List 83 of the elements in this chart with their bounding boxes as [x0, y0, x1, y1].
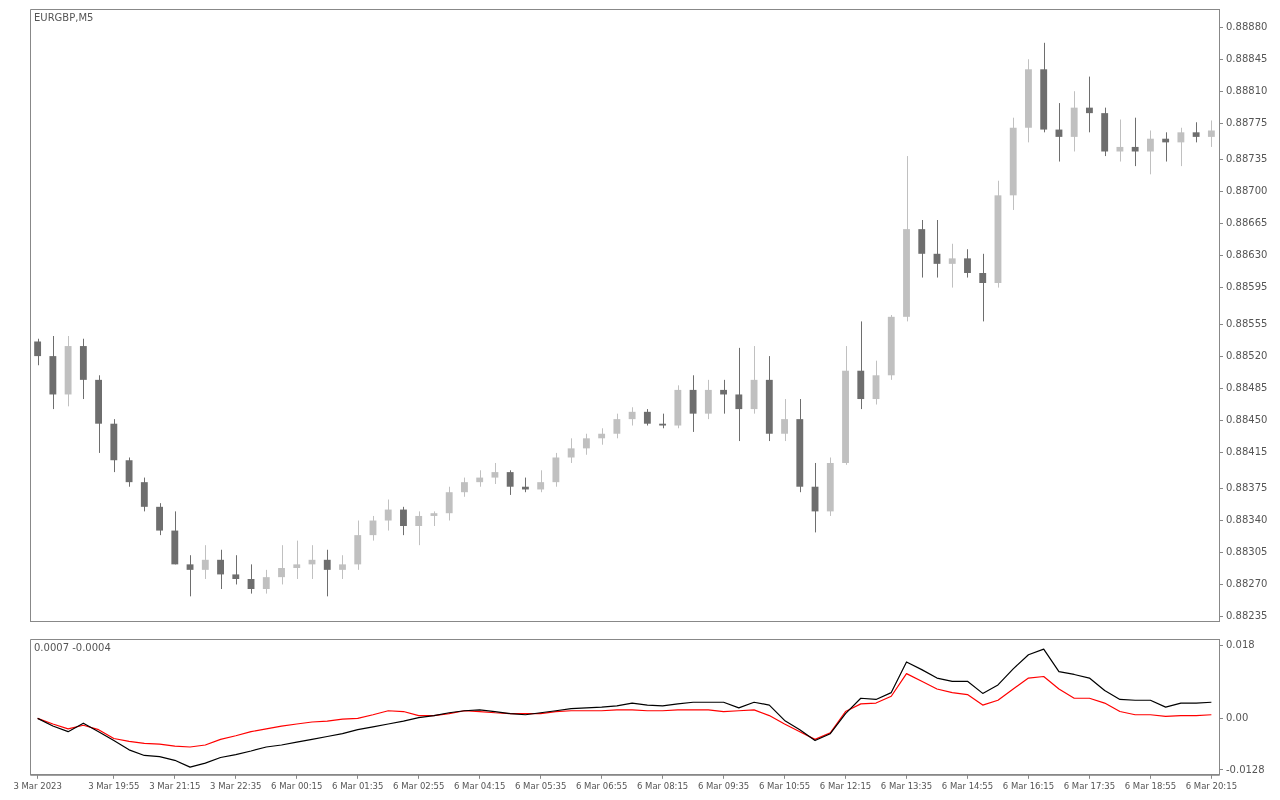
candlestick [400, 506, 407, 536]
candlestick [506, 469, 514, 496]
candlestick [1146, 129, 1154, 175]
chart-subtitle: 0.0007 -0.0004 [34, 641, 111, 653]
y-tick-label: 0.88340 [1226, 514, 1268, 526]
candlestick [735, 347, 743, 442]
y-tick-label: -0.0128 [1226, 763, 1265, 775]
candlestick [491, 462, 499, 485]
candlestick [689, 374, 697, 433]
candlestick [704, 379, 712, 420]
candlestick [34, 338, 42, 366]
y-tick-label: 0.88375 [1226, 482, 1268, 494]
x-tick-label: 6 Mar 00:15 [271, 781, 323, 792]
y-tick-label: 0.00 [1226, 711, 1249, 723]
x-tick-label: 6 Mar 20:15 [1185, 781, 1238, 792]
y-tick-label: 0.88520 [1226, 349, 1268, 361]
x-tick-label: 3 Mar 2023 [13, 781, 62, 792]
candlestick [781, 398, 788, 442]
candlestick [217, 549, 224, 590]
x-tick-label: 6 Mar 06:55 [575, 781, 628, 792]
candlestick [445, 486, 453, 522]
y-tick-label: 0.88880 [1226, 20, 1268, 32]
y-tick-label: 0.88775 [1226, 116, 1268, 128]
x-tick-label: 6 Mar 16:15 [1002, 781, 1055, 792]
y-tick-label: 0.88415 [1226, 445, 1268, 457]
x-tick-label: 6 Mar 17:35 [1063, 781, 1116, 792]
candlestick [415, 510, 423, 546]
x-tick-label: 6 Mar 08:15 [636, 781, 689, 792]
candlestick [582, 433, 590, 456]
y-tick-label: 0.88450 [1226, 413, 1268, 425]
y-tick-label: 0.88735 [1226, 153, 1268, 165]
candlestick [384, 499, 392, 532]
y-tick-label: 0.018 [1226, 639, 1255, 651]
candlestick [1131, 117, 1139, 167]
candlestick [201, 544, 209, 580]
candlestick [1086, 76, 1093, 133]
x-tick-label: 6 Mar 13:35 [880, 781, 933, 792]
x-tick-label: 6 Mar 04:15 [454, 781, 506, 792]
y-tick-label: 0.88665 [1226, 217, 1268, 229]
candlestick [567, 437, 575, 464]
candlestick [964, 248, 971, 279]
candlestick [979, 253, 987, 322]
candlestick [232, 554, 240, 585]
candlestick [1116, 119, 1124, 163]
candlestick [278, 544, 285, 585]
candlestick [156, 502, 163, 536]
candlestick [537, 469, 545, 493]
candlestick [1177, 127, 1185, 167]
candlestick [613, 413, 621, 439]
chart-title: EURGBP,M5 [34, 11, 94, 23]
candlestick [186, 554, 194, 597]
candlestick [262, 569, 270, 595]
candlestick [323, 549, 331, 597]
candlestick [461, 477, 468, 498]
y-tick-label: 0.88700 [1226, 185, 1268, 197]
y-tick-label: 0.88845 [1226, 52, 1268, 64]
candlestick [1192, 121, 1200, 143]
x-tick-label: 6 Mar 02:55 [393, 781, 445, 792]
y-tick-label: 0.88595 [1226, 281, 1268, 293]
y-tick-label: 0.88305 [1226, 546, 1268, 558]
candlestick [125, 457, 133, 488]
x-tick-label: 6 Mar 12:15 [819, 781, 872, 792]
x-tick-label: 3 Mar 21:15 [149, 781, 201, 792]
candlestick [293, 540, 301, 580]
candlestick [1207, 119, 1215, 148]
x-tick-label: 3 Mar 22:35 [210, 781, 262, 792]
y-tick-label: 0.88485 [1226, 381, 1268, 393]
candlestick [339, 554, 346, 580]
x-tick-label: 6 Mar 10:55 [758, 781, 811, 792]
y-tick-label: 0.88555 [1226, 317, 1268, 329]
x-tick-label: 6 Mar 18:55 [1124, 781, 1177, 792]
y-tick-label: 0.88270 [1226, 578, 1268, 590]
y-tick-label: 0.88235 [1226, 610, 1268, 622]
candlestick [948, 243, 956, 289]
x-tick-label: 6 Mar 14:55 [941, 781, 994, 792]
y-tick-label: 0.88630 [1226, 249, 1268, 261]
x-tick-label: 6 Mar 01:35 [332, 781, 384, 792]
x-tick-label: 6 Mar 05:35 [514, 781, 567, 792]
y-tick-label: 0.88810 [1226, 84, 1268, 96]
x-tick-label: 6 Mar 09:35 [697, 781, 750, 792]
candlestick [628, 406, 636, 427]
candlestick [720, 379, 728, 415]
x-tick-label: 3 Mar 19:55 [88, 781, 140, 792]
